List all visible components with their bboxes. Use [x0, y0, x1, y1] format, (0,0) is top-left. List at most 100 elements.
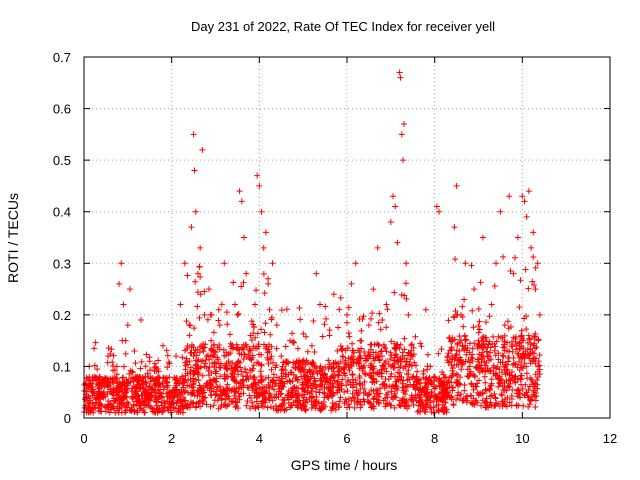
data-point [273, 322, 280, 329]
data-point [391, 289, 398, 296]
data-point [387, 349, 394, 356]
data-point [486, 385, 493, 392]
data-point [482, 334, 489, 341]
data-point [131, 391, 138, 398]
data-point [481, 373, 488, 380]
data-point [456, 357, 463, 364]
data-point [463, 351, 470, 358]
data-point [523, 326, 530, 333]
data-point [451, 356, 458, 363]
data-point [317, 386, 324, 393]
data-point [199, 357, 206, 364]
data-point [403, 370, 410, 377]
data-point [456, 348, 463, 355]
data-point [502, 371, 509, 378]
data-point [243, 270, 250, 277]
data-point [525, 285, 532, 292]
data-point [123, 394, 130, 401]
data-point [427, 394, 434, 401]
y-tick-label: 0.4 [53, 205, 71, 220]
data-point [487, 382, 494, 389]
data-point [497, 208, 504, 215]
data-point [108, 406, 115, 413]
data-point [394, 386, 401, 393]
data-point [503, 361, 510, 368]
data-point [376, 356, 383, 363]
data-point [187, 364, 194, 371]
data-point [453, 371, 460, 378]
data-point [364, 355, 371, 362]
data-point [300, 386, 307, 393]
data-point [369, 310, 376, 317]
data-point [182, 388, 189, 395]
data-point [261, 393, 268, 400]
data-point [247, 332, 254, 339]
data-point [229, 367, 236, 374]
data-point [293, 388, 300, 395]
data-point [517, 362, 524, 369]
data-point [270, 359, 277, 366]
data-point [349, 371, 356, 378]
data-point [408, 341, 415, 348]
data-point [194, 393, 201, 400]
data-point [488, 376, 495, 383]
data-point [210, 402, 217, 409]
data-point [311, 348, 318, 355]
data-point [400, 377, 407, 384]
data-point [105, 401, 112, 408]
data-point [243, 353, 250, 360]
data-point [287, 378, 294, 385]
data-point [361, 398, 368, 405]
data-point [101, 383, 108, 390]
data-point [308, 342, 315, 349]
data-point [446, 374, 453, 381]
data-point [531, 340, 538, 347]
data-point [463, 399, 470, 406]
data-point [182, 372, 189, 379]
data-point [195, 377, 202, 384]
data-point [499, 359, 506, 366]
data-point [164, 364, 171, 371]
data-point [137, 385, 144, 392]
data-point [438, 346, 445, 353]
data-point [235, 405, 242, 412]
data-point [500, 353, 507, 360]
data-point [234, 363, 241, 370]
data-point [403, 260, 410, 267]
data-point [509, 348, 516, 355]
data-point [337, 294, 344, 301]
data-point [119, 374, 126, 381]
data-point [495, 383, 502, 390]
data-point [448, 394, 455, 401]
data-point [164, 352, 171, 359]
data-point [503, 387, 510, 394]
data-point [93, 380, 100, 387]
data-point [248, 356, 255, 363]
data-point [151, 360, 158, 367]
data-point [240, 279, 247, 286]
data-point [401, 335, 408, 342]
data-point [458, 337, 465, 344]
data-point [196, 382, 203, 389]
data-point [222, 396, 229, 403]
x-tick-label: 12 [603, 431, 617, 446]
data-point [140, 406, 147, 413]
data-point [158, 399, 165, 406]
data-point [306, 367, 313, 374]
data-point [282, 343, 289, 350]
data-point [398, 131, 405, 138]
data-point [391, 365, 398, 372]
data-point [142, 379, 149, 386]
data-point [335, 372, 342, 379]
data-point [128, 404, 135, 411]
data-point [179, 380, 186, 387]
data-point [322, 403, 329, 410]
data-point [232, 399, 239, 406]
data-point [215, 317, 222, 324]
data-point [231, 301, 238, 308]
data-point [244, 384, 251, 391]
data-point [240, 234, 247, 241]
data-point [124, 378, 131, 385]
data-point [234, 364, 241, 371]
data-point [194, 387, 201, 394]
